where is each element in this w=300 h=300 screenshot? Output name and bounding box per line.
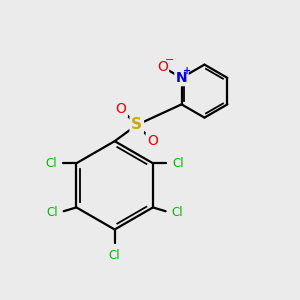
Text: Cl: Cl bbox=[46, 206, 58, 219]
Text: −: − bbox=[165, 55, 174, 65]
Text: Cl: Cl bbox=[46, 157, 57, 170]
Text: +: + bbox=[183, 66, 191, 76]
Text: O: O bbox=[147, 134, 158, 148]
Text: O: O bbox=[116, 102, 127, 116]
Text: O: O bbox=[157, 60, 168, 74]
Text: Cl: Cl bbox=[109, 249, 121, 262]
Text: S: S bbox=[131, 118, 142, 133]
Text: N: N bbox=[176, 71, 187, 85]
Text: Cl: Cl bbox=[171, 206, 183, 219]
Text: Cl: Cl bbox=[172, 157, 184, 170]
